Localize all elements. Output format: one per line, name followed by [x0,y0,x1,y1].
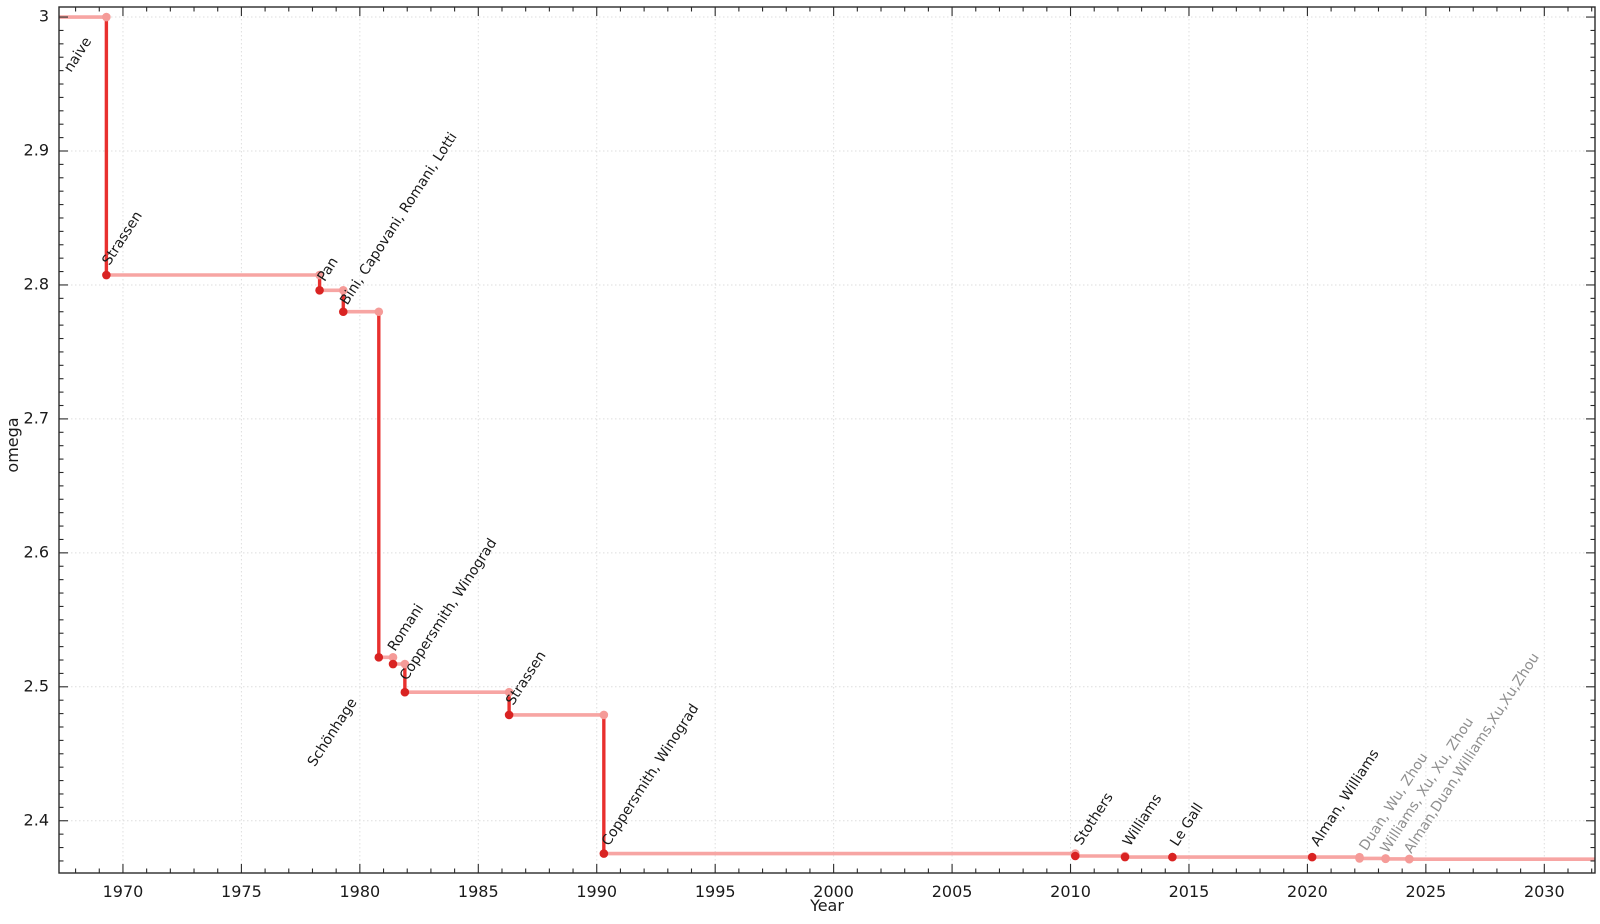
step-corner-marker [388,653,398,662]
y-tick-label: 2.7 [24,408,49,427]
y-tick-label: 2.5 [24,676,49,695]
step-corner-marker [102,12,111,22]
step-corner-marker [374,307,384,317]
data-point-marker [1070,851,1080,861]
data-point-marker [1307,852,1317,862]
data-point-marker [1355,854,1364,863]
data-point-marker [338,307,348,317]
y-tick-label: 2.9 [24,140,49,159]
step-corner-marker [400,659,410,669]
step-corner-marker [599,710,609,720]
data-point-marker [1381,854,1390,864]
data-point-marker [1168,852,1177,862]
x-tick-label: 2000 [813,882,854,901]
x-tick-label: 1970 [103,882,144,901]
x-tick-label: 2005 [932,882,973,901]
x-tick-label: 1975 [221,882,262,901]
y-axis-label: omega [3,417,22,472]
x-tick-label: 2010 [1050,882,1091,901]
data-point-marker [1404,854,1414,864]
step-corner-marker [315,270,324,280]
data-point-marker [374,653,384,662]
x-axis-label: Year [809,896,844,915]
x-tick-label: 2015 [1169,882,1210,901]
x-tick-label: 1985 [458,882,499,901]
y-tick-label: 2.4 [24,810,49,829]
x-tick-label: 2030 [1524,882,1565,901]
y-tick-label: 2.8 [24,274,49,293]
data-point-marker [102,270,111,280]
plot-border [58,6,1596,874]
x-tick-label: 1995 [695,882,736,901]
step-corner-marker [338,286,348,295]
data-point-marker [504,710,514,720]
data-point-marker [400,687,410,697]
data-point-marker [388,659,398,669]
x-tick-label: 1990 [576,882,617,901]
y-tick-label: 2.6 [24,542,49,561]
data-point-marker [1120,852,1130,862]
x-tick-label: 2020 [1287,882,1328,901]
step-corner-marker [504,687,514,697]
x-tick-label: 2025 [1406,882,1447,901]
x-tick-label: 1980 [339,882,380,901]
y-tick-label: 3 [39,7,49,26]
data-point-marker [599,849,609,858]
data-point-marker [315,286,324,295]
